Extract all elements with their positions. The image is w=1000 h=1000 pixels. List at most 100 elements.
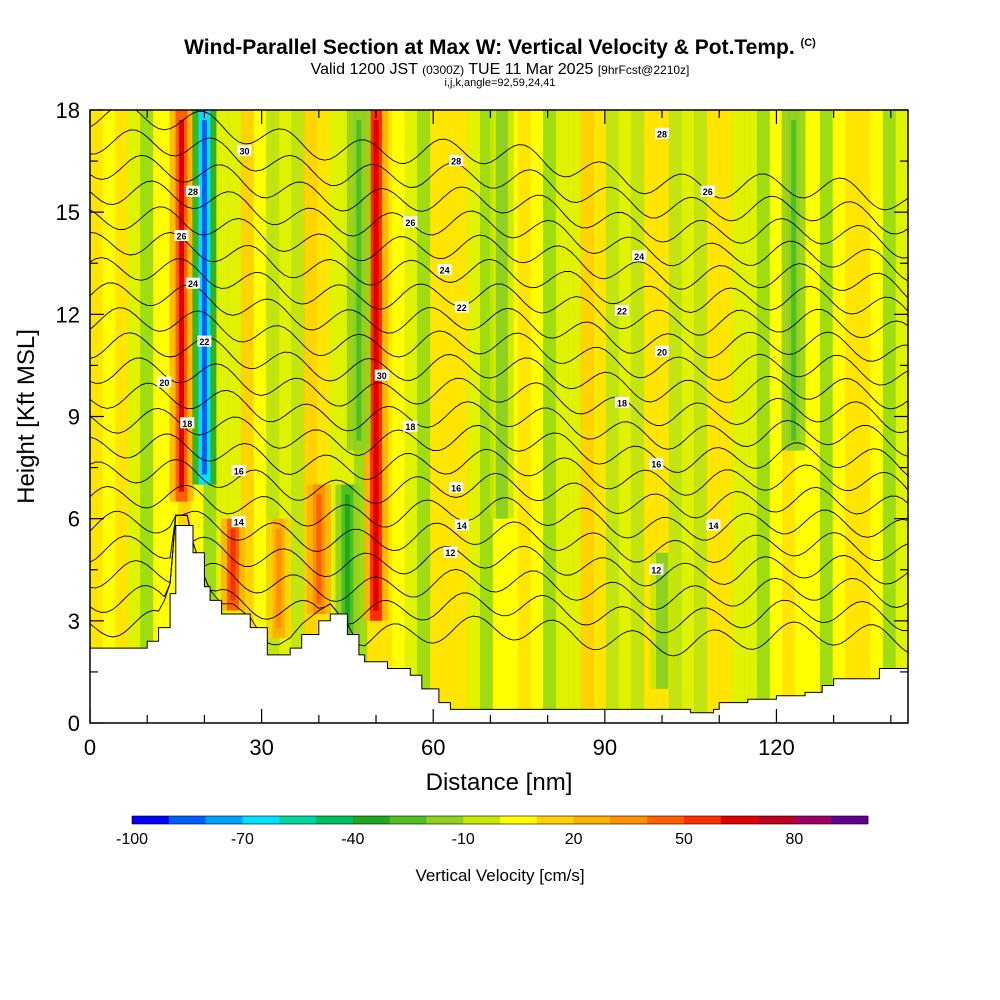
contour-label-text: 16 xyxy=(651,460,661,470)
velocity-band-peak xyxy=(179,120,185,492)
colorbar-tick-label: 50 xyxy=(675,831,693,848)
contour-label-text: 18 xyxy=(182,419,192,429)
colorbar-swatch xyxy=(831,816,869,824)
contour-label-bg xyxy=(231,464,246,476)
contour-label-text: 30 xyxy=(239,146,249,156)
contour-label: 22 xyxy=(614,304,629,316)
field-column xyxy=(681,110,695,723)
field-column xyxy=(543,110,557,723)
contour-label-bg xyxy=(614,396,629,408)
field-column xyxy=(152,110,167,723)
contour-label: 16 xyxy=(449,482,464,494)
colorbar-frame xyxy=(131,815,869,825)
x-tick-label: 60 xyxy=(421,735,445,760)
contour-label-bg xyxy=(157,376,172,388)
field-column xyxy=(756,110,771,723)
contour-label: 16 xyxy=(649,458,664,470)
field-column xyxy=(769,110,783,723)
field-column xyxy=(253,110,267,723)
contour-label-text: 24 xyxy=(440,266,450,276)
colorbar-swatch xyxy=(168,816,206,824)
field-column xyxy=(882,110,896,723)
contour-label-text: 26 xyxy=(405,218,415,228)
field-column xyxy=(303,110,318,723)
contour-label-text: 28 xyxy=(657,129,667,139)
contour-label: 28 xyxy=(185,185,200,197)
velocity-band-peak xyxy=(344,494,350,628)
theta-contour-line xyxy=(90,154,908,259)
contour-label-text: 16 xyxy=(451,484,461,494)
velocity-band-peak xyxy=(791,120,797,441)
contour-label-bg xyxy=(632,250,647,262)
y-tick-label: 18 xyxy=(56,98,80,123)
contour-label-bg xyxy=(649,563,664,575)
field-column xyxy=(694,110,708,723)
theta-contour-line xyxy=(90,514,908,634)
field-column xyxy=(517,110,531,723)
velocity-band-peak xyxy=(276,528,282,628)
vertical-velocity-field: 30 28 26 24 22 20 18 16 14 30 28 26 24 22 18 16 14 12 28 26… xyxy=(90,110,908,723)
theta-contour-line xyxy=(90,484,908,541)
contour-label: 24 xyxy=(185,277,200,289)
theta-contour-line xyxy=(90,514,908,611)
field-column xyxy=(731,110,745,723)
contour-label: 28 xyxy=(449,155,464,167)
contour-label: 22 xyxy=(197,335,212,347)
contour-label-text: 14 xyxy=(457,521,467,531)
contour-label-bg xyxy=(437,264,452,276)
field-column xyxy=(857,110,871,723)
contour-label-text: 30 xyxy=(377,371,387,381)
contour-label-bg xyxy=(403,420,418,432)
x-tick-label: 120 xyxy=(758,735,795,760)
contour-label-text: 24 xyxy=(634,252,644,262)
contour-label-text: 12 xyxy=(651,565,661,575)
field-column xyxy=(530,110,544,723)
contour-label-bg xyxy=(197,335,212,347)
field-column xyxy=(442,110,456,723)
colorbar-swatch xyxy=(720,816,758,824)
theta-contour-line xyxy=(90,510,908,563)
contour-label-bg xyxy=(231,516,246,528)
contour-label-bg xyxy=(185,277,200,289)
colorbar-tick-label: 20 xyxy=(565,831,583,848)
field-column xyxy=(845,110,859,723)
colorbar-swatch xyxy=(426,816,464,824)
colorbar-swatch xyxy=(132,816,170,824)
contour-label-bg xyxy=(180,417,195,429)
contour-label-text: 16 xyxy=(234,466,244,476)
theta-contour-line xyxy=(90,257,908,339)
field-column xyxy=(605,110,620,723)
theta-contour-line xyxy=(90,357,908,433)
contour-label: 16 xyxy=(231,464,246,476)
x-tick-label: 0 xyxy=(84,735,96,760)
contour-label: 26 xyxy=(174,230,189,242)
contour-label-bg xyxy=(700,185,715,197)
colorbar-swatch xyxy=(647,816,685,824)
x-axis-label: Distance [nm] xyxy=(426,769,573,796)
field-column xyxy=(832,110,846,723)
colorbar-swatch xyxy=(316,816,354,824)
colorbar-tick-label: -100 xyxy=(116,831,148,848)
contour-label: 14 xyxy=(231,516,246,528)
contour-label-text: 12 xyxy=(445,548,455,558)
velocity-band-peak xyxy=(659,562,665,679)
contour-label-text: 18 xyxy=(617,398,627,408)
contour-label-bg xyxy=(614,304,629,316)
contour-label: 26 xyxy=(403,216,418,228)
contour-label: 12 xyxy=(443,546,458,558)
contour-label-bg xyxy=(449,155,464,167)
contour-label-bg xyxy=(443,546,458,558)
colorbar-swatch xyxy=(205,816,243,824)
x-tick-label: 90 xyxy=(593,735,617,760)
colorbar-tick-label: 80 xyxy=(786,831,804,848)
contour-label-text: 18 xyxy=(405,422,415,432)
contour-label-text: 26 xyxy=(703,187,713,197)
theta-contour-line xyxy=(90,433,908,496)
theta-contour-line xyxy=(90,459,908,519)
colorbar-swatch xyxy=(463,816,501,824)
field-column xyxy=(102,110,116,723)
contour-label-bg xyxy=(403,216,418,228)
theta-contour-line xyxy=(90,514,908,587)
contour-label-text: 22 xyxy=(457,303,467,313)
